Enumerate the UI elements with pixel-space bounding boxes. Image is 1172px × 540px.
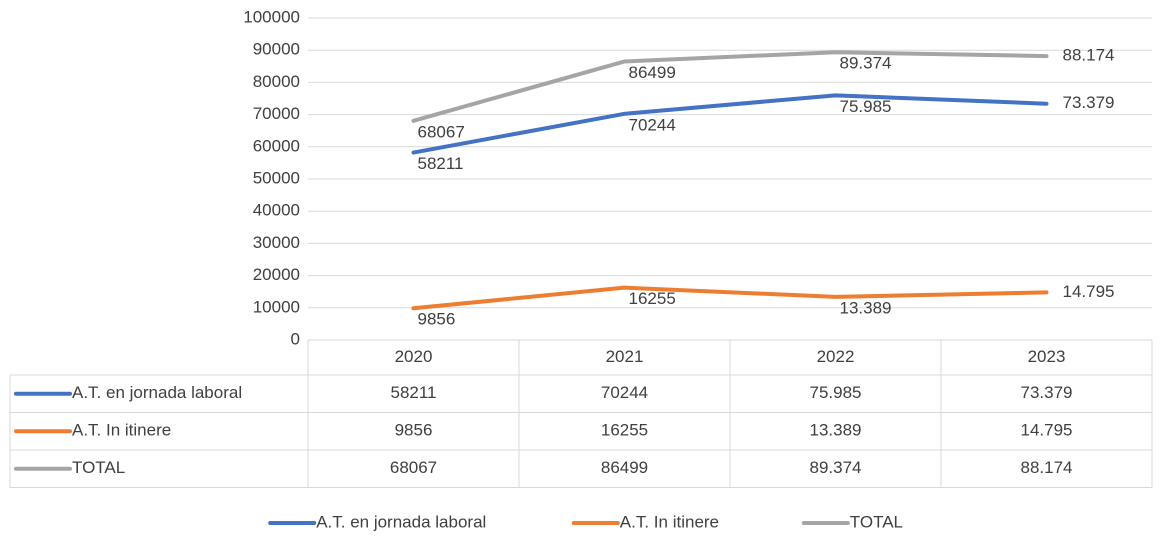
- series-line: [411, 285, 1049, 311]
- table-cell: 68067: [390, 458, 437, 477]
- x-tick-label: 2023: [1028, 347, 1066, 366]
- table-cell: 73.379: [1021, 383, 1073, 402]
- y-tick-label: 30000: [253, 233, 300, 252]
- data-label: 16255: [629, 289, 676, 308]
- y-tick-label: 0: [291, 329, 300, 348]
- data-label: 58211: [418, 154, 464, 173]
- y-tick-label: 10000: [253, 297, 300, 316]
- y-tick-label: 90000: [253, 40, 300, 59]
- data-label: 88.174: [1063, 46, 1115, 65]
- data-label: 70244: [629, 115, 676, 134]
- y-tick-label: 50000: [253, 168, 300, 187]
- table-series-name: A.T. In itinere: [72, 421, 171, 440]
- data-label: 75.985: [840, 97, 892, 116]
- table-cell: 13.389: [810, 421, 862, 440]
- legend-label: TOTAL: [850, 512, 903, 531]
- x-tick-label: 2021: [606, 347, 644, 366]
- y-tick-label: 80000: [253, 72, 300, 91]
- table-cell: 16255: [601, 421, 648, 440]
- data-label: 14.795: [1063, 282, 1115, 301]
- data-label: 68067: [418, 122, 465, 141]
- data-label: 86499: [629, 63, 676, 82]
- table-cell: 14.795: [1021, 421, 1073, 440]
- table-cell: 70244: [601, 383, 648, 402]
- table-series-name: A.T. en jornada laboral: [72, 383, 242, 402]
- x-tick-label: 2020: [395, 347, 433, 366]
- data-label: 9856: [418, 310, 456, 329]
- table-series-name: TOTAL: [72, 458, 125, 477]
- legend-label: A.T. en jornada laboral: [316, 512, 486, 531]
- table-cell: 9856: [395, 421, 433, 440]
- y-tick-label: 20000: [253, 265, 300, 284]
- series-line: [411, 50, 1049, 123]
- table-cell: 88.174: [1021, 458, 1073, 477]
- legend-label: A.T. In itinere: [620, 512, 719, 531]
- y-tick-label: 100000: [243, 7, 300, 26]
- y-tick-label: 70000: [253, 104, 300, 123]
- data-label: 13.389: [840, 298, 892, 317]
- data-label: 89.374: [840, 54, 892, 73]
- table-cell: 89.374: [810, 458, 862, 477]
- x-tick-label: 2022: [817, 347, 855, 366]
- y-tick-label: 40000: [253, 201, 300, 220]
- table-cell: 86499: [601, 458, 648, 477]
- series-line: [411, 93, 1049, 155]
- table-cell: 75.985: [810, 383, 862, 402]
- data-label: 73.379: [1063, 93, 1115, 112]
- table-cell: 58211: [390, 383, 436, 402]
- y-tick-label: 60000: [253, 136, 300, 155]
